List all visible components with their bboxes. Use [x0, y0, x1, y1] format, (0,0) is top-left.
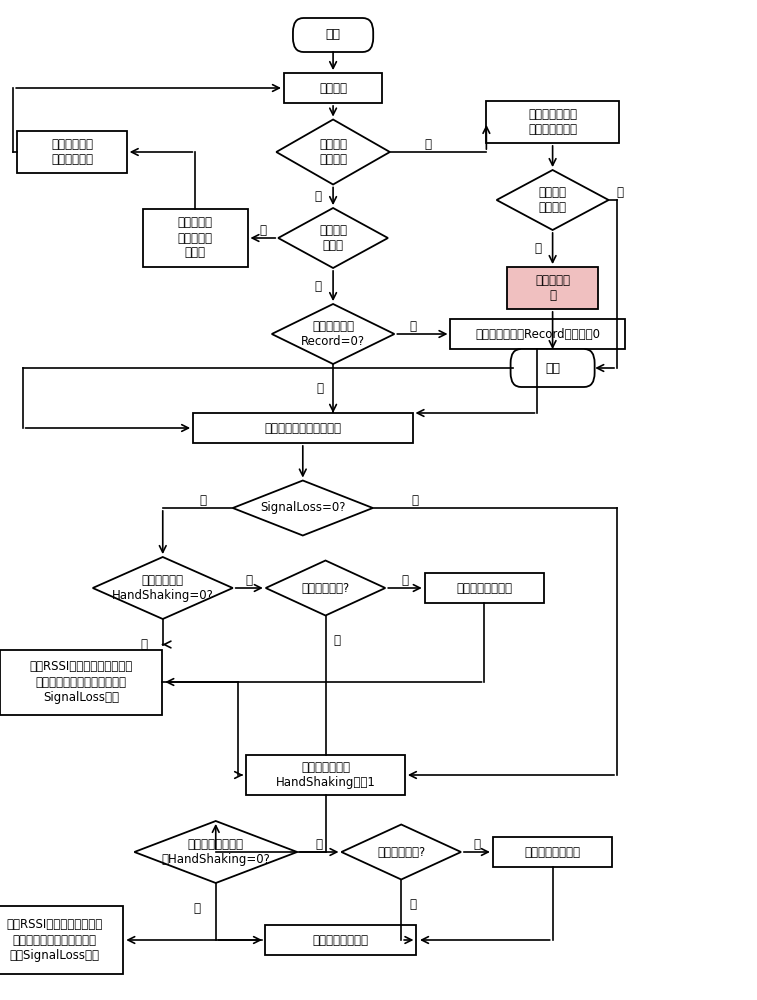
Text: 更新邻居节点列表: 更新邻居节点列表: [313, 934, 369, 946]
Polygon shape: [279, 208, 388, 268]
Bar: [507, 267, 598, 309]
FancyBboxPatch shape: [293, 18, 373, 52]
Text: 重发上次数据消息: 重发上次数据消息: [525, 846, 581, 858]
Text: 否: 否: [314, 190, 322, 203]
Text: 是: 是: [260, 225, 266, 237]
Bar: [425, 573, 544, 603]
Text: 发送数据消
息: 发送数据消 息: [535, 274, 570, 302]
Polygon shape: [276, 119, 390, 184]
Text: 收到的数据消息中
的HandShaking=0?: 收到的数据消息中 的HandShaking=0?: [161, 838, 270, 866]
Text: 根据分析列表结
果构造数据消息: 根据分析列表结 果构造数据消息: [528, 108, 577, 136]
Polygon shape: [135, 821, 297, 883]
Bar: [0, 650, 162, 714]
Text: 是: 是: [534, 242, 541, 255]
Text: 结束: 结束: [545, 361, 560, 374]
Text: 是: 是: [246, 574, 253, 587]
Text: 是: 是: [316, 838, 322, 852]
FancyBboxPatch shape: [510, 349, 595, 387]
Text: 数据消息中的
Record=0?: 数据消息中的 Record=0?: [301, 320, 365, 348]
Text: 重发数据消息?: 重发数据消息?: [377, 846, 425, 858]
Text: 是: 是: [473, 838, 481, 852]
Polygon shape: [233, 481, 373, 536]
Text: 将分析列表中的
HandShaking字段1: 将分析列表中的 HandShaking字段1: [276, 761, 375, 789]
Text: 否: 否: [411, 493, 418, 506]
Text: 数据消息中的
HandShaking=0?: 数据消息中的 HandShaking=0?: [112, 574, 213, 602]
Bar: [0, 906, 123, 974]
Text: 否: 否: [316, 382, 323, 395]
Text: 是: 是: [424, 138, 431, 151]
Text: 根据命令消
息进行工作
或休眠: 根据命令消 息进行工作 或休眠: [178, 217, 213, 259]
Bar: [493, 837, 612, 867]
Text: 否: 否: [314, 279, 322, 292]
Text: 是: 是: [410, 320, 417, 334]
Text: 否: 否: [409, 898, 416, 911]
Text: 是: 是: [199, 493, 206, 506]
Text: 将分析列表中的Record字段置为0: 将分析列表中的Record字段置为0: [475, 328, 600, 340]
Text: 消息是否
接收完毕: 消息是否 接收完毕: [319, 138, 347, 166]
Text: 是否为命
令消息: 是否为命 令消息: [319, 224, 347, 252]
Bar: [486, 101, 618, 143]
Text: 是否处于
工作状态: 是否处于 工作状态: [539, 186, 566, 214]
Bar: [17, 131, 126, 173]
Text: 否: 否: [193, 902, 201, 914]
Text: 重发上次数据消息: 重发上次数据消息: [456, 582, 512, 594]
Text: 根据RSSI，更新平均信号强度
和门限値，以及分析列表中的
SignalLoss字段: 根据RSSI，更新平均信号强度 和门限値，以及分析列表中的 SignalLoss…: [30, 660, 132, 704]
Bar: [143, 209, 248, 267]
Text: 否: 否: [616, 186, 624, 198]
Text: SignalLoss=0?: SignalLoss=0?: [260, 502, 345, 514]
Polygon shape: [341, 824, 461, 880]
Bar: [284, 73, 382, 103]
Text: 根据RSSI，更新平均信号强
度和门限値，以及分析列表
中的SignalLoss字段: 根据RSSI，更新平均信号强 度和门限値，以及分析列表 中的SignalLoss…: [6, 918, 103, 962]
Polygon shape: [272, 304, 394, 364]
Polygon shape: [92, 557, 233, 619]
Text: 接收消息: 接收消息: [319, 82, 347, 95]
Text: 将数据消息发往汇聚节点: 将数据消息发往汇聚节点: [264, 422, 341, 434]
Text: 是: 是: [401, 574, 409, 587]
Text: 否: 否: [140, 638, 148, 650]
Text: 开始: 开始: [326, 28, 341, 41]
Bar: [265, 925, 416, 955]
Text: 重发数据消息?: 重发数据消息?: [301, 582, 350, 594]
Text: 继续分析接收
到的其他消息: 继续分析接收 到的其他消息: [51, 138, 93, 166]
Bar: [193, 413, 413, 443]
Bar: [246, 755, 405, 795]
Polygon shape: [266, 560, 385, 616]
Bar: [450, 319, 625, 349]
Text: 否: 否: [333, 634, 341, 647]
Polygon shape: [497, 170, 609, 230]
